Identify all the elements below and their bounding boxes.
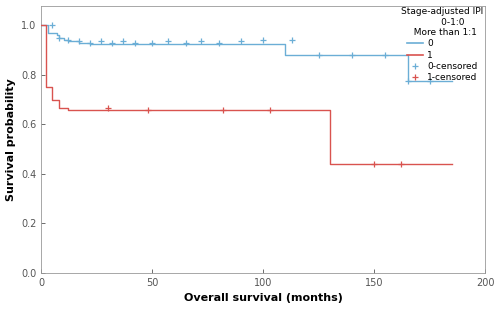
- Legend: 0, 1, 0-censored, 1-censored: 0, 1, 0-censored, 1-censored: [401, 7, 483, 82]
- Y-axis label: Survival probability: Survival probability: [6, 78, 16, 201]
- X-axis label: Overall survival (months): Overall survival (months): [184, 294, 342, 303]
